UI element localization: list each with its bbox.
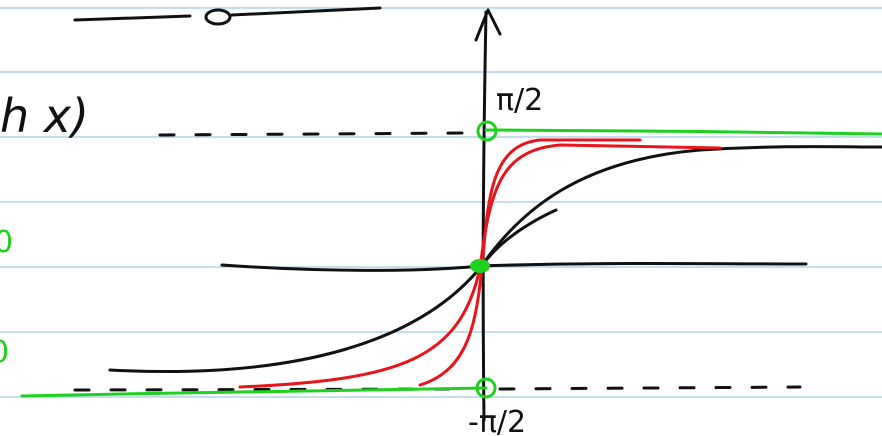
ruled-lines — [0, 7, 882, 398]
origin-dot — [470, 259, 490, 273]
arctan-curve — [108, 145, 882, 374]
bottom-label: -π/2 — [468, 405, 526, 436]
dashed-asymptotes — [73, 131, 802, 392]
left-mark: 0 — [0, 225, 13, 260]
top-label: π/2 — [496, 83, 543, 118]
green-limits — [20, 120, 882, 399]
top-scribble — [73, 6, 382, 26]
left-mark: 0 — [0, 335, 9, 370]
formula-fragment: h x) — [0, 89, 89, 143]
